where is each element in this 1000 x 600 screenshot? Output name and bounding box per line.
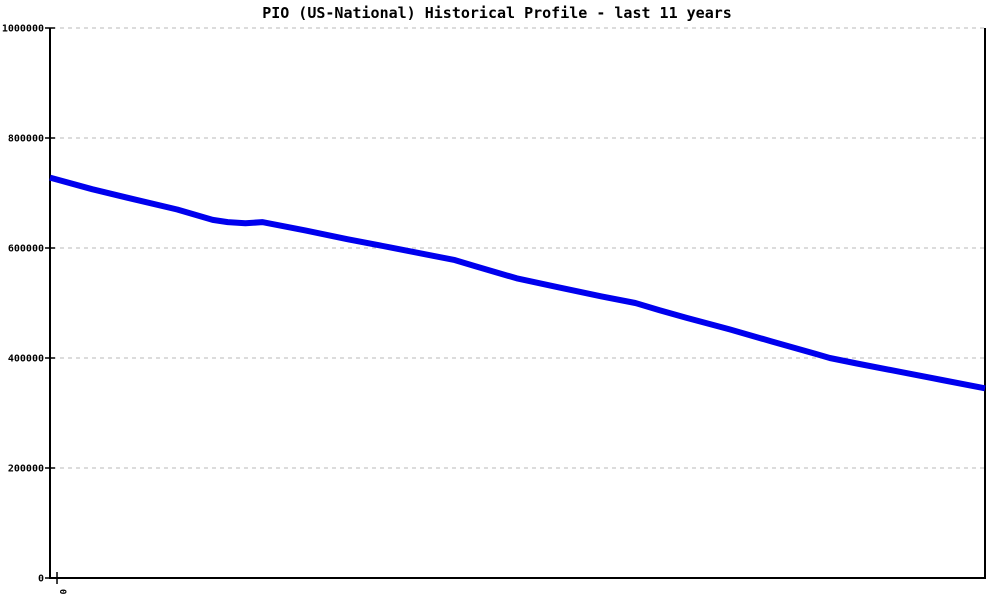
axis-frame	[49, 28, 986, 579]
y-axis-tick-label: 0	[38, 574, 44, 585]
axes-group: 0 200000 400000 600000 800000 1000000 0	[2, 24, 986, 594]
gridlines-group	[52, 27, 985, 469]
y-axis-tick-label: 200000	[8, 464, 44, 475]
y-axis-tick-label: 600000	[8, 244, 44, 255]
y-axis-tick-label: 400000	[8, 354, 44, 365]
profile-data-line	[49, 174, 986, 392]
y-axis-tick-label: 1000000	[2, 24, 44, 35]
chart-title: PIO (US-National) Historical Profile - l…	[262, 4, 732, 22]
x-axis-tick-label: 0	[57, 589, 67, 594]
y-axis-tick-label: 800000	[8, 134, 44, 145]
data-series-group	[49, 174, 986, 392]
